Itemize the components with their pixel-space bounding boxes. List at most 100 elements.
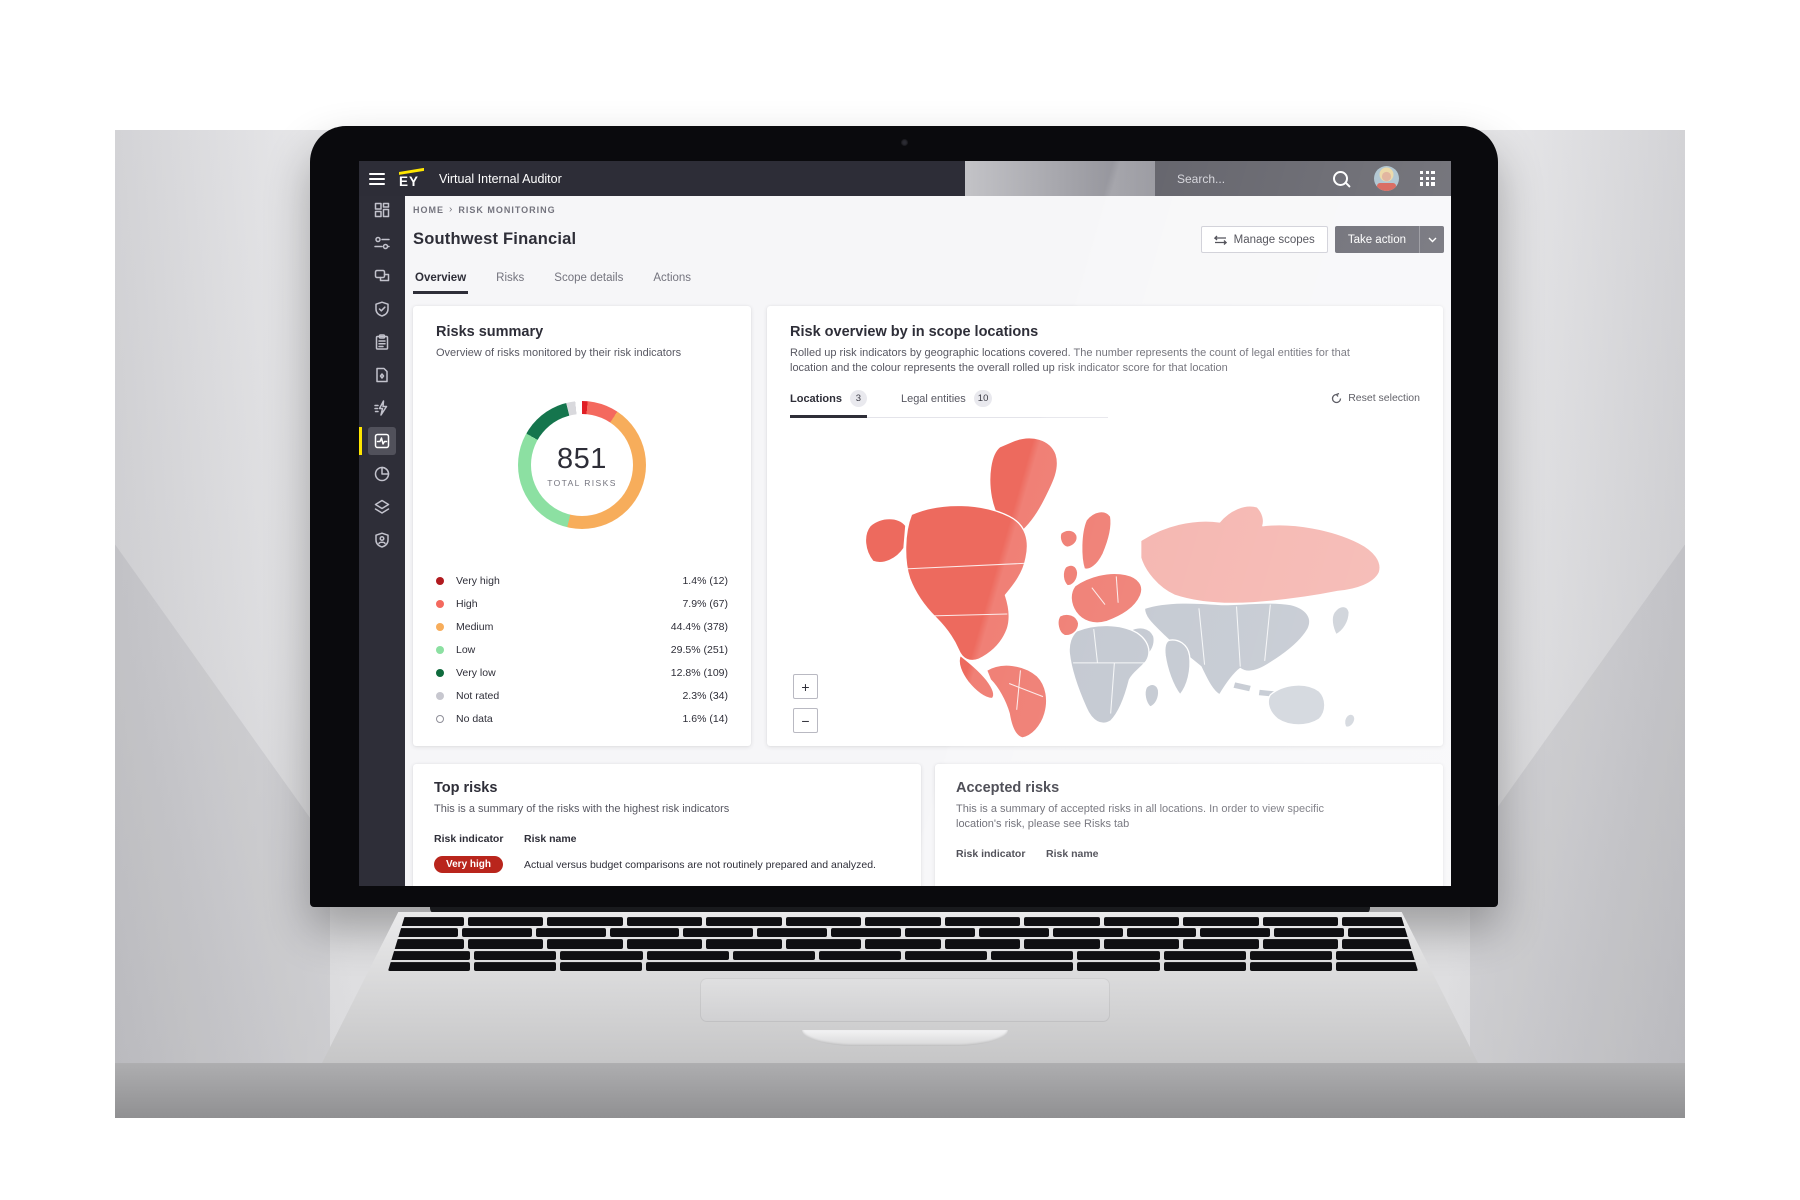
map-region-new-zealand[interactable] [1343,713,1356,728]
take-action-button[interactable]: Take action [1334,226,1444,254]
page-content: HOME › RISK MONITORING Southwest Financi… [405,196,1451,886]
legend-dot-icon [436,622,444,631]
keyboard-key [831,928,902,938]
map-region-iceland[interactable] [1059,529,1078,549]
legend-dot-icon [436,576,444,585]
accepted-risks-table-header: Risk indicator Risk name [956,848,1422,860]
sidebar-item-audit-plan[interactable] [368,328,396,356]
table-row[interactable]: Very high Actual versus budget compariso… [434,856,900,874]
laptop-lid-notch [802,1030,1008,1046]
search-icon[interactable] [1333,171,1348,186]
sidebar-item-controls[interactable] [368,229,396,257]
keyboard-key [1183,917,1259,927]
keyboard-key [757,928,828,938]
map-region-greenland[interactable] [989,437,1059,538]
reset-selection-button[interactable]: Reset selection [1331,392,1420,404]
legend-label: Low [456,643,476,656]
map-region-uk[interactable] [1062,564,1079,587]
sidebar-item-layers[interactable] [368,493,396,521]
keyboard-key [944,939,1021,949]
sidebar-item-dashboard[interactable] [368,196,396,224]
map-region-japan[interactable] [1331,605,1350,636]
keyboard-key [1024,917,1100,927]
map-region-scandinavia[interactable] [1081,511,1112,571]
sidebar-item-chat[interactable] [368,262,396,290]
search-bar [1155,161,1451,196]
map-region-africa[interactable] [1068,624,1150,725]
tab-actions[interactable]: Actions [653,272,692,285]
map-region-australia[interactable] [1267,684,1326,726]
map-region-alaska[interactable] [864,518,907,564]
map-country-borders [905,562,1271,714]
manage-scopes-button[interactable]: Manage scopes [1200,226,1328,254]
tab-scope-details[interactable]: Scope details [554,272,624,285]
map-region-russia[interactable] [1140,505,1381,605]
world-map[interactable] [790,428,1420,739]
sidebar-item-user-admin[interactable] [368,526,396,554]
legend-row: Not rated 2.3% (34) [436,684,728,707]
keyboard-key [706,939,782,949]
keyboard-key [467,917,544,927]
cards-row-1: Risks summary Overview of risks monitore… [413,306,1444,747]
breadcrumb-separator: › [449,204,454,215]
hamburger-menu-icon[interactable] [369,172,385,185]
map-region-central-america[interactable] [958,654,995,700]
legend-row: Very high 1.4% (12) [436,569,728,592]
map-region-madagascar[interactable] [1144,683,1160,708]
tab-locations[interactable]: Locations 3 [790,390,867,419]
tab-risks[interactable]: Risks [496,272,525,285]
tab-legal-entities[interactable]: Legal entities 10 [901,390,993,418]
keyboard-key [388,961,471,971]
total-risks-value: 851 [557,442,607,475]
map-region-europe[interactable] [1070,572,1143,624]
sidebar-item-analytics[interactable] [368,460,396,488]
keyboard-key [1163,950,1246,960]
sidebar-item-compliance[interactable] [368,295,396,323]
legend-dot-icon [436,668,444,677]
keyboard-key [1274,928,1345,938]
zoom-out-button[interactable]: − [793,708,818,734]
accepted-risks-card: Accepted risks This is a summary of acce… [935,764,1443,886]
sidebar-item-automation[interactable] [368,394,396,422]
map-region-south-america[interactable] [985,664,1048,739]
keyboard-key [1335,961,1418,971]
breadcrumb-current: RISK MONITORING [458,204,556,215]
zoom-in-button[interactable]: + [793,674,818,700]
keyboard-key [1103,939,1180,949]
keyboard-key [646,961,1074,971]
risk-indicator-pill: Very high [434,856,504,874]
legend-dot-icon [436,714,444,723]
user-shield-icon [375,532,389,548]
legend-label: High [456,597,478,610]
map-view-tabs: Locations 3 Legal entities 10 Reset sele… [790,390,1420,419]
keyboard-key [1249,961,1332,971]
legend-row: No data 1.6% (14) [436,707,728,730]
webcam-dot [901,139,908,146]
column-risk-indicator: Risk indicator [434,833,504,846]
legal-entities-count-badge: 10 [973,390,993,408]
app-launcher-grid-icon[interactable] [1420,171,1435,186]
chevron-down-icon[interactable] [1419,226,1444,254]
legend-value: 1.6% (14) [682,712,728,725]
clipboard-icon [375,334,389,350]
sidebar-item-risk-monitoring[interactable] [368,427,396,455]
search-input[interactable] [1175,170,1299,187]
laptop-screen-bezel: EY Virtual Internal Auditor [310,126,1498,907]
map-region-north-america[interactable] [904,504,1029,662]
keyboard-key [388,917,464,927]
breadcrumb-home[interactable]: HOME [413,204,444,215]
keyboard-key [467,939,544,949]
keyboard-key [474,950,557,960]
legend-value: 29.5% (251) [670,643,728,656]
tab-overview[interactable]: Overview [413,272,469,295]
legend-value: 2.3% (34) [682,689,728,702]
legend-label: Medium [456,620,494,633]
keyboard-key [609,928,680,938]
desk-front-edge [115,1063,1685,1118]
map-region-india[interactable] [1164,639,1191,696]
page-title: Southwest Financial [413,230,577,249]
user-avatar[interactable] [1374,166,1399,191]
locations-count-badge: 3 [849,390,867,408]
sidebar-item-documents[interactable] [368,361,396,389]
risk-overview-description: Rolled up risk indicators by geographic … [790,347,1350,375]
